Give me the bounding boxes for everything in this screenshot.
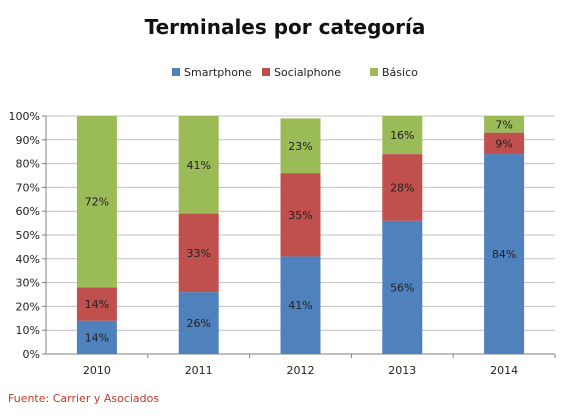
bar-smartphone-2010	[76, 320, 117, 354]
data-label-socialphone-2012: 35%	[288, 209, 312, 222]
data-label-socialphone-2013: 28%	[390, 181, 414, 194]
data-label-básico-2011: 41%	[186, 159, 210, 172]
data-label-básico-2014: 7%	[495, 118, 512, 131]
legend-swatch-básico	[370, 68, 378, 76]
bar-smartphone-2012	[280, 256, 321, 354]
chart-title: Terminales por categoría	[145, 15, 426, 39]
data-label-básico-2012: 23%	[288, 140, 312, 153]
y-tick-label: 40%	[16, 253, 40, 266]
source-note: Fuente: Carrier y Asociados	[8, 392, 160, 405]
bar-smartphone-2013	[382, 220, 423, 354]
data-label-socialphone-2014: 9%	[495, 137, 512, 150]
y-tick-label: 30%	[16, 277, 40, 290]
y-tick-label: 70%	[16, 181, 40, 194]
legend-swatch-socialphone	[262, 68, 270, 76]
bar-básico-2013	[382, 116, 423, 155]
data-label-smartphone-2011: 26%	[186, 317, 210, 330]
y-tick-label: 80%	[16, 158, 40, 171]
data-label-socialphone-2010: 14%	[85, 298, 109, 311]
data-label-smartphone-2013: 56%	[390, 281, 414, 294]
bar-socialphone-2010	[76, 287, 117, 321]
data-label-socialphone-2011: 33%	[186, 247, 210, 260]
y-tick-label: 100%	[9, 110, 40, 123]
data-label-básico-2010: 72%	[85, 196, 109, 209]
bar-smartphone-2014	[484, 154, 525, 354]
data-label-smartphone-2010: 14%	[85, 331, 109, 344]
bar-básico-2012	[280, 118, 321, 174]
legend-label-socialphone: Socialphone	[274, 66, 341, 79]
legend-label-básico: Básico	[382, 66, 418, 79]
bar-socialphone-2011	[178, 213, 219, 293]
bar-socialphone-2012	[280, 173, 321, 257]
y-tick-label: 20%	[16, 300, 40, 313]
y-tick-label: 90%	[16, 134, 40, 147]
y-tick-label: 10%	[16, 324, 40, 337]
y-tick-label: 60%	[16, 205, 40, 218]
bar-básico-2010	[76, 116, 117, 288]
bar-socialphone-2013	[382, 154, 423, 221]
x-tick-label: 2010	[83, 364, 111, 377]
bar-smartphone-2011	[178, 292, 219, 354]
bar-básico-2011	[178, 116, 219, 214]
data-label-smartphone-2014: 84%	[492, 248, 516, 261]
x-tick-label: 2014	[490, 364, 518, 377]
bar-socialphone-2014	[484, 132, 525, 155]
y-tick-label: 50%	[16, 229, 40, 242]
legend-label-smartphone: Smartphone	[184, 66, 252, 79]
x-tick-label: 2013	[388, 364, 416, 377]
data-label-smartphone-2012: 41%	[288, 299, 312, 312]
bar-básico-2014	[484, 116, 525, 133]
y-tick-label: 0%	[23, 348, 40, 361]
x-tick-label: 2012	[287, 364, 315, 377]
legend-swatch-smartphone	[172, 68, 180, 76]
data-label-básico-2013: 16%	[390, 129, 414, 142]
x-tick-label: 2011	[185, 364, 213, 377]
